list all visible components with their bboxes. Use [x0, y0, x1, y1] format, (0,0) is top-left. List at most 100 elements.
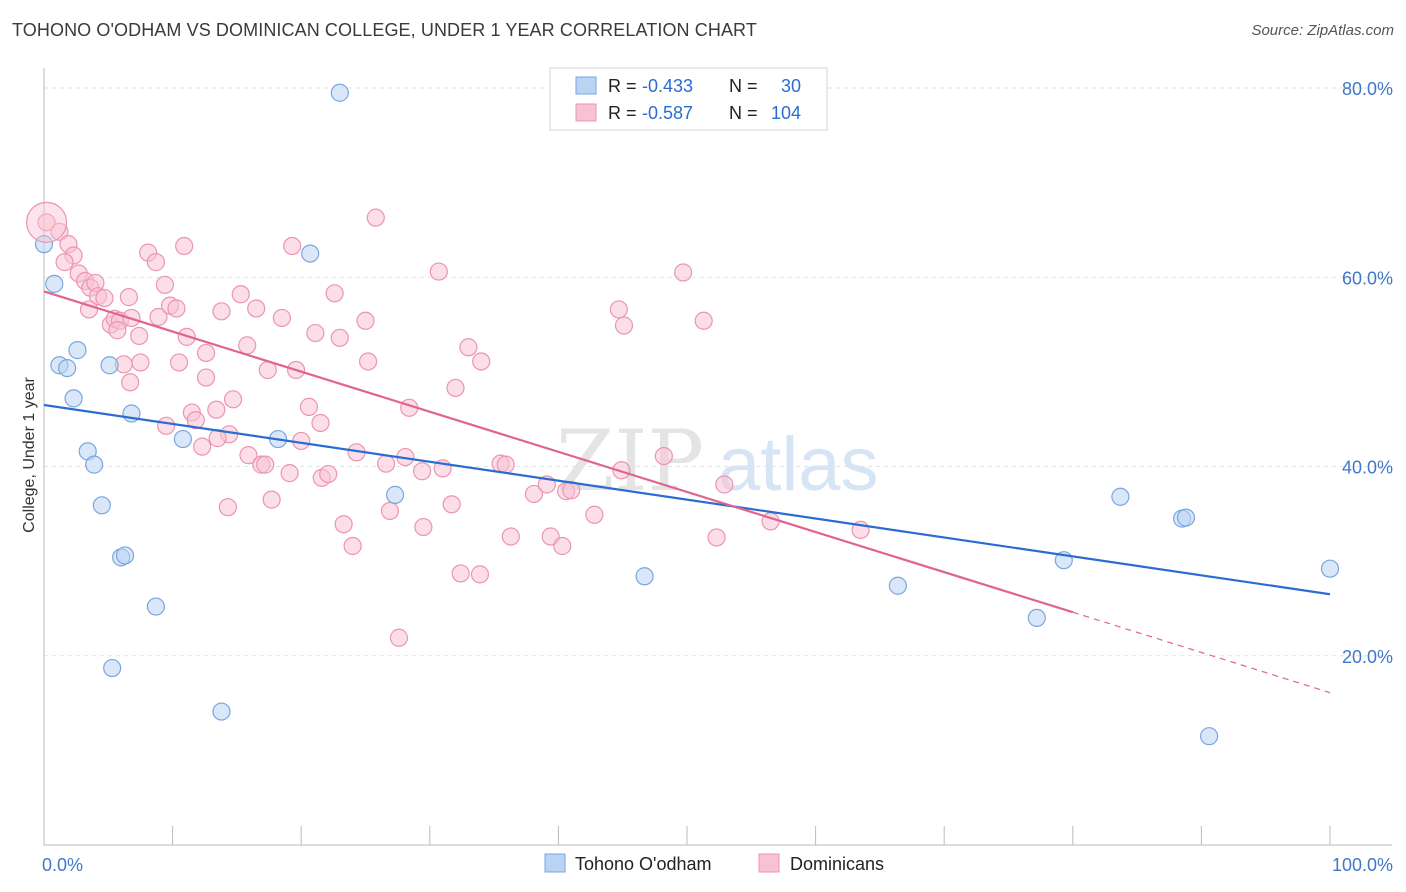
tohono-point — [34, 235, 54, 254]
y-axis-label: College, Under 1 year — [21, 377, 38, 533]
trend-lines — [43, 290, 1331, 694]
dominican-point — [414, 517, 433, 537]
tohono-point — [146, 597, 165, 616]
legend-series-name: Tohono O'odham — [575, 854, 712, 874]
dominican-point — [330, 328, 349, 347]
dominican-point — [95, 288, 114, 308]
dominican-point — [311, 413, 330, 433]
tohono-point — [85, 455, 104, 474]
y-tick-label: 20.0% — [1342, 647, 1393, 667]
dominican-point-cluster — [25, 201, 68, 243]
tohono-point — [1320, 559, 1340, 578]
dominican-point — [196, 343, 216, 363]
legend-r-value: -0.587 — [642, 103, 693, 123]
tohono-point — [1176, 508, 1196, 527]
legend-swatch-tohono — [575, 76, 597, 95]
dominican-point — [325, 284, 344, 303]
dominican-point — [121, 373, 140, 392]
dominican-point — [319, 464, 338, 484]
tohono-point — [1200, 727, 1219, 746]
tohono-point — [173, 429, 192, 449]
legend-swatch-dominicans — [575, 103, 597, 122]
dominican-point — [674, 263, 693, 282]
source-label: Source: ZipAtlas.com — [1251, 22, 1394, 39]
dominican-point — [358, 352, 378, 371]
dominican-point — [262, 490, 281, 509]
dominican-point — [429, 262, 448, 281]
tohono-point — [68, 341, 87, 360]
dominican-point — [169, 353, 189, 372]
legend-n-value: 104 — [771, 103, 801, 123]
dominican-point — [196, 368, 216, 387]
dominican-point — [231, 285, 250, 304]
tohono-point — [635, 567, 654, 586]
watermark-atlas: atlas — [718, 422, 879, 507]
dominican-point — [299, 397, 319, 416]
tick-labels: 20.0% 40.0% 60.0% 80.0% 0.0% 100.0% — [42, 79, 1393, 875]
legend-n-value: 30 — [781, 76, 801, 96]
dominican-point — [496, 455, 515, 474]
dominican-point — [186, 411, 205, 430]
tohono-point — [58, 358, 77, 378]
dominican-point — [223, 390, 243, 409]
dominican-point — [380, 501, 400, 521]
legend-swatch-tohono — [544, 853, 566, 873]
stats-legend: R = -0.433 N = 30 R = -0.587 N = 104 — [549, 67, 828, 131]
dominican-point — [442, 495, 461, 514]
dominican-point — [239, 446, 258, 465]
tohono-point — [1111, 487, 1130, 506]
dominican-point — [524, 484, 544, 504]
legend-r-label: R = — [608, 103, 637, 123]
dominican-point — [707, 528, 726, 547]
tohono-point — [212, 702, 231, 721]
dominican-point — [256, 455, 275, 474]
dominican-point — [654, 446, 673, 466]
dominican-point — [155, 275, 174, 294]
dominican-point — [157, 416, 176, 435]
legend-n-label: N = — [729, 103, 758, 123]
dominican-point — [167, 299, 186, 318]
tohono-point — [1027, 608, 1046, 628]
tohono-point — [115, 546, 135, 565]
dominican-point — [389, 628, 409, 647]
dominican-point — [614, 316, 634, 335]
dominican-point — [306, 323, 325, 343]
dominican-point — [334, 515, 353, 534]
legend-n-label: N = — [729, 76, 758, 96]
dominican-point — [130, 326, 149, 346]
tohono-point — [103, 658, 122, 678]
tohono-point — [45, 274, 64, 293]
dominican-point — [146, 253, 165, 272]
legend-r-value: -0.433 — [642, 76, 693, 96]
axes — [43, 68, 1392, 846]
legend-swatch-dominicans — [758, 853, 780, 873]
dominican-point — [472, 352, 491, 371]
dominican-point — [459, 338, 478, 357]
dominican-point — [446, 378, 465, 398]
dominican-point — [108, 321, 127, 340]
grid-lines — [44, 87, 1392, 657]
dominican-point — [207, 400, 226, 419]
y-tick-label: 60.0% — [1342, 268, 1393, 288]
dominican-point — [149, 307, 168, 327]
dominican-point — [715, 475, 734, 494]
x-tick-label: 100.0% — [1332, 855, 1393, 875]
dominican-trend-line — [43, 290, 1074, 614]
tohono-point — [330, 83, 349, 102]
legend-r-label: R = — [608, 76, 637, 96]
dominican-point — [356, 311, 375, 330]
dominican-point — [131, 353, 150, 372]
dominican-point — [272, 308, 292, 328]
dominican-point — [609, 300, 628, 319]
tohono-point — [385, 485, 405, 504]
tohono-point — [64, 389, 83, 408]
legend-series-name: Dominicans — [790, 854, 884, 874]
dominican-point — [218, 498, 237, 517]
data-points — [25, 83, 1340, 746]
tohono-point — [301, 244, 320, 263]
tohono-point — [888, 576, 908, 595]
dominican-point — [585, 505, 604, 524]
dominican-point — [175, 236, 194, 256]
dominican-point — [366, 208, 385, 227]
